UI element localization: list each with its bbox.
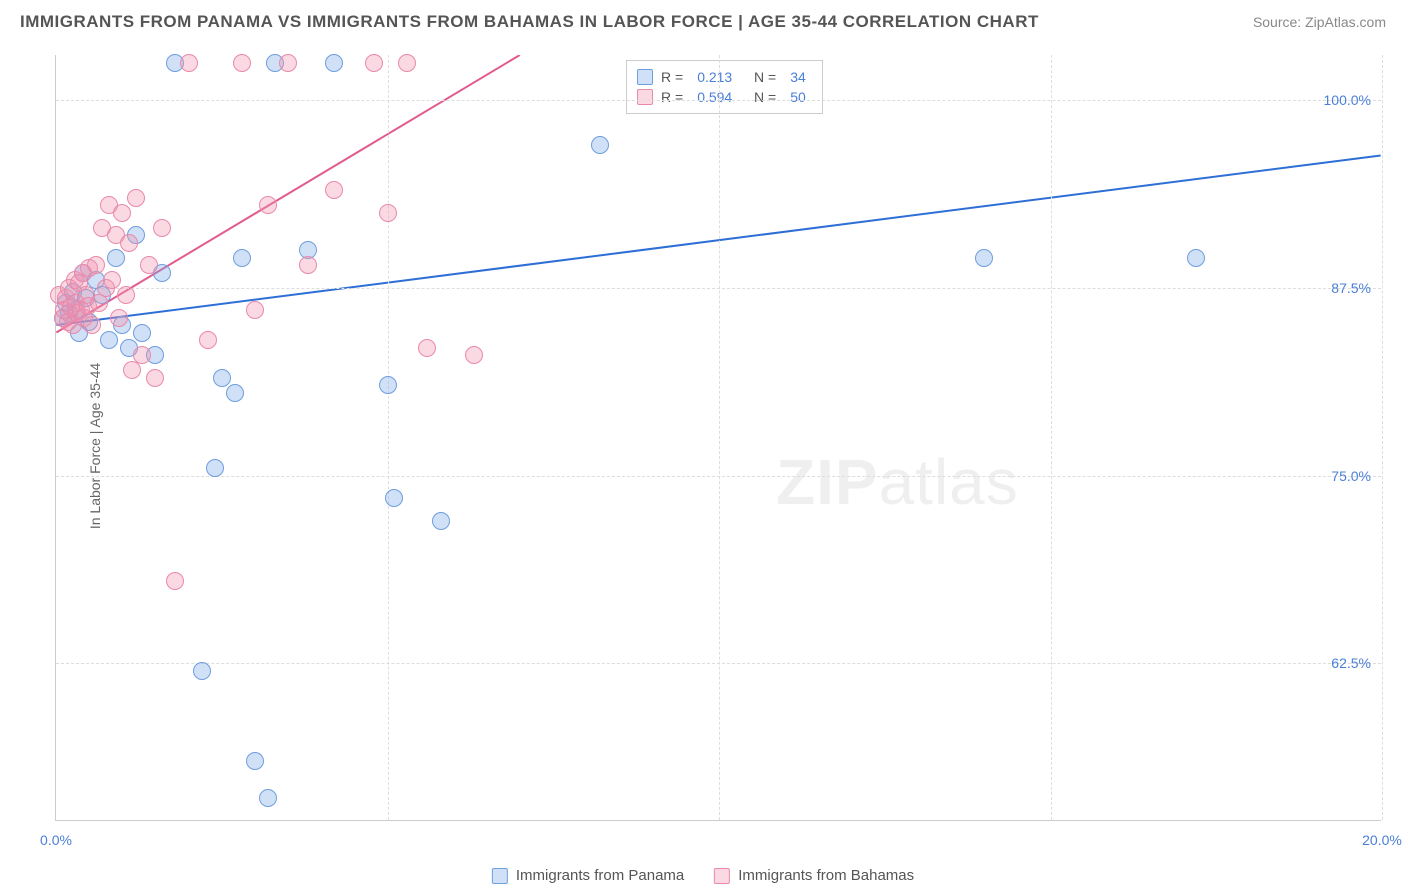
scatter-point (107, 249, 125, 267)
series-legend-label: Immigrants from Panama (516, 867, 684, 884)
scatter-point (465, 346, 483, 364)
grid-line-vertical (719, 55, 720, 820)
y-tick-label: 87.5% (1331, 280, 1371, 296)
scatter-point (365, 54, 383, 72)
series-legend: Immigrants from Panama Immigrants from Ba… (492, 867, 914, 884)
scatter-point (398, 54, 416, 72)
scatter-point (325, 181, 343, 199)
scatter-point (233, 54, 251, 72)
scatter-point (83, 316, 101, 334)
legend-swatch (714, 868, 730, 884)
watermark-bold: ZIP (776, 446, 879, 518)
legend-n-label: N = (746, 69, 776, 85)
scatter-point (103, 271, 121, 289)
legend-n-label: N = (746, 89, 776, 105)
scatter-point (120, 234, 138, 252)
scatter-point (246, 301, 264, 319)
scatter-point (299, 256, 317, 274)
watermark-rest: atlas (879, 446, 1019, 518)
scatter-point (87, 256, 105, 274)
series-legend-item: Immigrants from Panama (492, 867, 684, 884)
scatter-point (153, 219, 171, 237)
scatter-point (385, 489, 403, 507)
x-tick-label: 0.0% (40, 832, 72, 848)
scatter-point (206, 459, 224, 477)
legend-n-value: 50 (790, 89, 806, 105)
scatter-point (117, 286, 135, 304)
legend-r-value: 0.594 (697, 89, 732, 105)
scatter-point (233, 249, 251, 267)
correlation-legend: R = 0.213 N = 34 R = 0.594 N = 50 (626, 60, 823, 114)
scatter-point (325, 54, 343, 72)
scatter-point (379, 376, 397, 394)
legend-swatch (492, 868, 508, 884)
y-tick-label: 62.5% (1331, 655, 1371, 671)
scatter-point (259, 196, 277, 214)
scatter-point (226, 384, 244, 402)
chart-area: R = 0.213 N = 34 R = 0.594 N = 50 ZIPatlas 62… (55, 55, 1381, 821)
scatter-point (432, 512, 450, 530)
watermark: ZIPatlas (776, 445, 1019, 519)
scatter-point (379, 204, 397, 222)
scatter-point (146, 369, 164, 387)
legend-r-value: 0.213 (697, 69, 732, 85)
correlation-legend-row: R = 0.594 N = 50 (637, 87, 812, 107)
scatter-point (110, 309, 128, 327)
legend-swatch (637, 69, 653, 85)
correlation-legend-row: R = 0.213 N = 34 (637, 67, 812, 87)
scatter-point (259, 789, 277, 807)
scatter-point (193, 662, 211, 680)
scatter-point (100, 331, 118, 349)
scatter-point (123, 361, 141, 379)
series-legend-label: Immigrants from Bahamas (738, 867, 914, 884)
scatter-point (140, 256, 158, 274)
legend-swatch (637, 89, 653, 105)
chart-title: IMMIGRANTS FROM PANAMA VS IMMIGRANTS FRO… (20, 12, 1039, 32)
y-tick-label: 100.0% (1324, 92, 1371, 108)
y-tick-label: 75.0% (1331, 468, 1371, 484)
legend-r-label: R = (661, 69, 683, 85)
grid-line-vertical (388, 55, 389, 820)
legend-n-value: 34 (790, 69, 806, 85)
scatter-point (180, 54, 198, 72)
scatter-point (1187, 249, 1205, 267)
scatter-point (133, 324, 151, 342)
scatter-point (127, 189, 145, 207)
scatter-point (246, 752, 264, 770)
x-tick-label: 20.0% (1362, 832, 1402, 848)
scatter-point (166, 572, 184, 590)
scatter-point (113, 204, 131, 222)
scatter-point (975, 249, 993, 267)
series-legend-item: Immigrants from Bahamas (714, 867, 914, 884)
scatter-point (418, 339, 436, 357)
scatter-point (213, 369, 231, 387)
grid-line-vertical (1382, 55, 1383, 820)
scatter-point (591, 136, 609, 154)
scatter-point (279, 54, 297, 72)
scatter-point (199, 331, 217, 349)
scatter-point (133, 346, 151, 364)
grid-line-vertical (1051, 55, 1052, 820)
legend-r-label: R = (661, 89, 683, 105)
source-label: Source: ZipAtlas.com (1253, 14, 1386, 30)
